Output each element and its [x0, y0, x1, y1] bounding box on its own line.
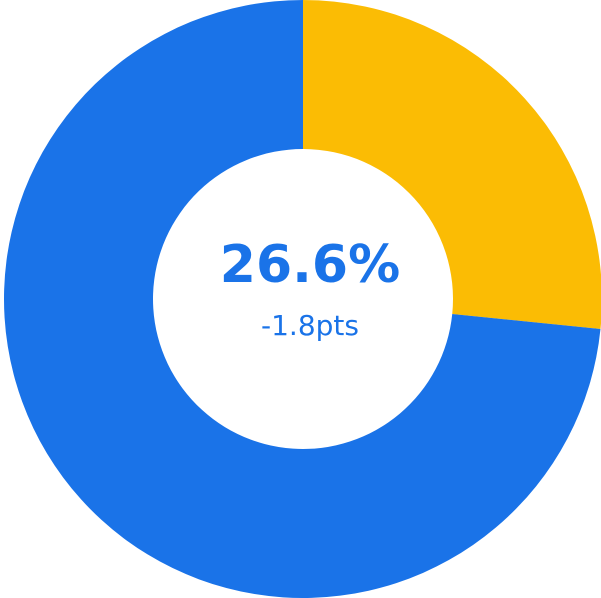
segments: [4, 0, 601, 598]
donut-segment: [303, 0, 601, 330]
center-subtitle: -1.8pts: [261, 309, 359, 342]
donut-segment: [4, 0, 601, 598]
center-value: 26.6%: [220, 235, 400, 295]
